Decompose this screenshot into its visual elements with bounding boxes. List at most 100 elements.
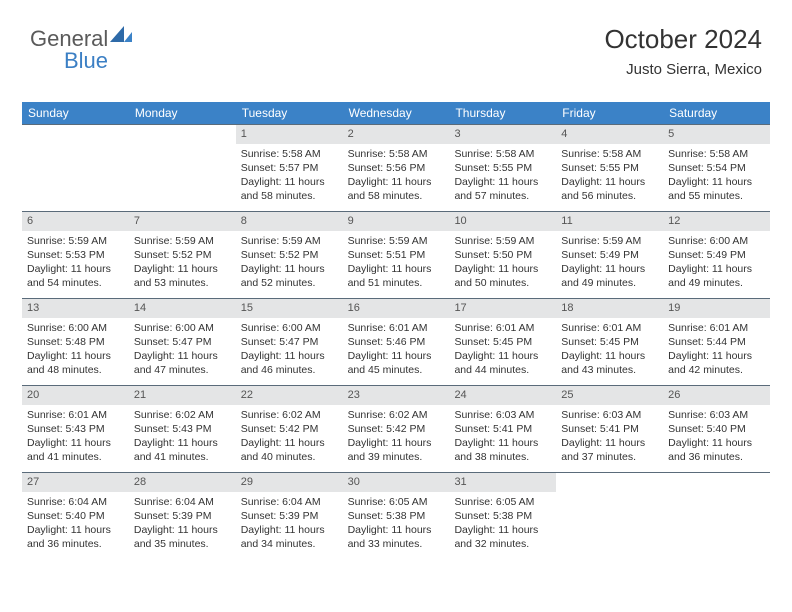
daylight-text: and 33 minutes. [348,537,445,551]
day-cell: 23Sunrise: 6:02 AMSunset: 5:42 PMDayligh… [343,386,450,472]
sunset-text: Sunset: 5:52 PM [241,248,338,262]
day-content: Sunrise: 6:03 AMSunset: 5:40 PMDaylight:… [663,405,770,471]
sunset-text: Sunset: 5:47 PM [241,335,338,349]
calendar: SundayMondayTuesdayWednesdayThursdayFrid… [22,102,770,559]
daylight-text: and 51 minutes. [348,276,445,290]
daylight-text: and 46 minutes. [241,363,338,377]
day-content: Sunrise: 6:03 AMSunset: 5:41 PMDaylight:… [449,405,556,471]
day-cell: 1Sunrise: 5:58 AMSunset: 5:57 PMDaylight… [236,125,343,211]
day-content: Sunrise: 5:59 AMSunset: 5:53 PMDaylight:… [22,231,129,297]
day-content: Sunrise: 5:58 AMSunset: 5:54 PMDaylight:… [663,144,770,210]
daylight-text: Daylight: 11 hours [561,175,658,189]
day-header: Tuesday [236,102,343,124]
day-header: Wednesday [343,102,450,124]
daylight-text: Daylight: 11 hours [348,175,445,189]
day-content: Sunrise: 6:02 AMSunset: 5:43 PMDaylight:… [129,405,236,471]
daylight-text: Daylight: 11 hours [134,523,231,537]
sunrise-text: Sunrise: 6:01 AM [561,321,658,335]
day-cell: 9Sunrise: 5:59 AMSunset: 5:51 PMDaylight… [343,212,450,298]
daylight-text: Daylight: 11 hours [561,349,658,363]
daylight-text: and 41 minutes. [27,450,124,464]
day-number: 12 [663,212,770,231]
day-content: Sunrise: 6:00 AMSunset: 5:47 PMDaylight:… [129,318,236,384]
day-content: Sunrise: 5:59 AMSunset: 5:51 PMDaylight:… [343,231,450,297]
sunset-text: Sunset: 5:45 PM [561,335,658,349]
day-number: 20 [22,386,129,405]
week-row: 13 Sunrise: 6:00 AM Sunset: 5:48 PM Dayligh… [22,298,770,385]
sunrise-text: Sunrise: 5:58 AM [454,147,551,161]
daylight-text: and 55 minutes. [668,189,765,203]
logo-text-blue-wrap: Blue [64,48,108,74]
daylight-text: Daylight: 11 hours [454,262,551,276]
sunset-text: Sunset: 5:55 PM [454,161,551,175]
sunset-text: Sunset: 5:40 PM [27,509,124,523]
day-number: 14 [129,299,236,318]
day-cell: 26Sunrise: 6:03 AMSunset: 5:40 PMDayligh… [663,386,770,472]
week-row: 20Sunrise: 6:01 AMSunset: 5:43 PMDayligh… [22,385,770,472]
sunrise-text: Sunrise: 6:00 AM [241,321,338,335]
daylight-text: Daylight: 11 hours [27,523,124,537]
day-header: Sunday [22,102,129,124]
sunset-text: Sunset: 5:42 PM [348,422,445,436]
sunset-text: Sunset: 5:52 PM [134,248,231,262]
day-header: Monday [129,102,236,124]
sunset-text: Sunset: 5:45 PM [454,335,551,349]
day-cell [129,125,236,211]
day-cell [556,473,663,559]
sunset-text: Sunset: 5:56 PM [348,161,445,175]
week-row: 6Sunrise: 5:59 AMSunset: 5:53 PMDaylight… [22,211,770,298]
day-header: Saturday [663,102,770,124]
sunrise-text: Sunrise: 5:58 AM [668,147,765,161]
day-content: Sunrise: 6:05 AMSunset: 5:38 PMDaylight:… [343,492,450,558]
sunset-text: Sunset: 5:41 PM [454,422,551,436]
sunrise-text: Sunrise: 5:58 AM [241,147,338,161]
daylight-text: Daylight: 11 hours [668,349,765,363]
day-number: 18 [556,299,663,318]
daylight-text: Daylight: 11 hours [134,262,231,276]
daylight-text: Daylight: 11 hours [454,523,551,537]
header-right: October 2024 Justo Sierra, Mexico [604,24,762,78]
day-number: 22 [236,386,343,405]
sunrise-text: Sunrise: 6:02 AM [134,408,231,422]
daylight-text: Daylight: 11 hours [241,349,338,363]
day-cell: 20Sunrise: 6:01 AMSunset: 5:43 PMDayligh… [22,386,129,472]
daylight-text: and 36 minutes. [27,537,124,551]
day-cell: 14Sunrise: 6:00 AMSunset: 5:47 PMDayligh… [129,299,236,385]
sunset-text: Sunset: 5:38 PM [454,509,551,523]
sunset-text: Sunset: 5:48 PM [27,335,124,349]
day-cell: 8Sunrise: 5:59 AMSunset: 5:52 PMDaylight… [236,212,343,298]
day-number: 13 [22,299,129,318]
day-cell: 15Sunrise: 6:00 AMSunset: 5:47 PMDayligh… [236,299,343,385]
sunset-text: Sunset: 5:55 PM [561,161,658,175]
daylight-text: Daylight: 11 hours [454,436,551,450]
daylight-text: and 42 minutes. [668,363,765,377]
sunset-text: Sunset: 5:40 PM [668,422,765,436]
day-cell: 21Sunrise: 6:02 AMSunset: 5:43 PMDayligh… [129,386,236,472]
day-cell: 3Sunrise: 5:58 AMSunset: 5:55 PMDaylight… [449,125,556,211]
day-content: Sunrise: 6:03 AMSunset: 5:41 PMDaylight:… [556,405,663,471]
week-row: 1Sunrise: 5:58 AMSunset: 5:57 PMDaylight… [22,124,770,211]
day-content: Sunrise: 6:01 AMSunset: 5:46 PMDaylight:… [343,318,450,384]
sunset-text: Sunset: 5:49 PM [561,248,658,262]
day-cell: 17Sunrise: 6:01 AMSunset: 5:45 PMDayligh… [449,299,556,385]
day-content: Sunrise: 6:04 AMSunset: 5:39 PMDaylight:… [129,492,236,558]
daylight-text: and 40 minutes. [241,450,338,464]
sunset-text: Sunset: 5:42 PM [241,422,338,436]
sunset-text: Sunset: 5:51 PM [348,248,445,262]
daylight-text: Daylight: 11 hours [668,175,765,189]
day-header: Thursday [449,102,556,124]
day-cell: 28Sunrise: 6:04 AMSunset: 5:39 PMDayligh… [129,473,236,559]
day-number: 15 [236,299,343,318]
day-content: Sunrise: 6:00 AMSunset: 5:47 PMDaylight:… [236,318,343,384]
sunrise-text: Sunrise: 6:01 AM [348,321,445,335]
day-cell: 11Sunrise: 5:59 AMSunset: 5:49 PMDayligh… [556,212,663,298]
day-content: Sunrise: 6:02 AMSunset: 5:42 PMDaylight:… [343,405,450,471]
sunrise-text: Sunrise: 5:58 AM [561,147,658,161]
sunrise-text: Sunrise: 5:59 AM [348,234,445,248]
sunrise-text: Sunrise: 6:02 AM [348,408,445,422]
daylight-text: Daylight: 11 hours [27,436,124,450]
day-number: 26 [663,386,770,405]
daylight-text: Daylight: 11 hours [668,262,765,276]
sunrise-text: Sunrise: 6:05 AM [454,495,551,509]
sunrise-text: Sunrise: 6:01 AM [27,408,124,422]
